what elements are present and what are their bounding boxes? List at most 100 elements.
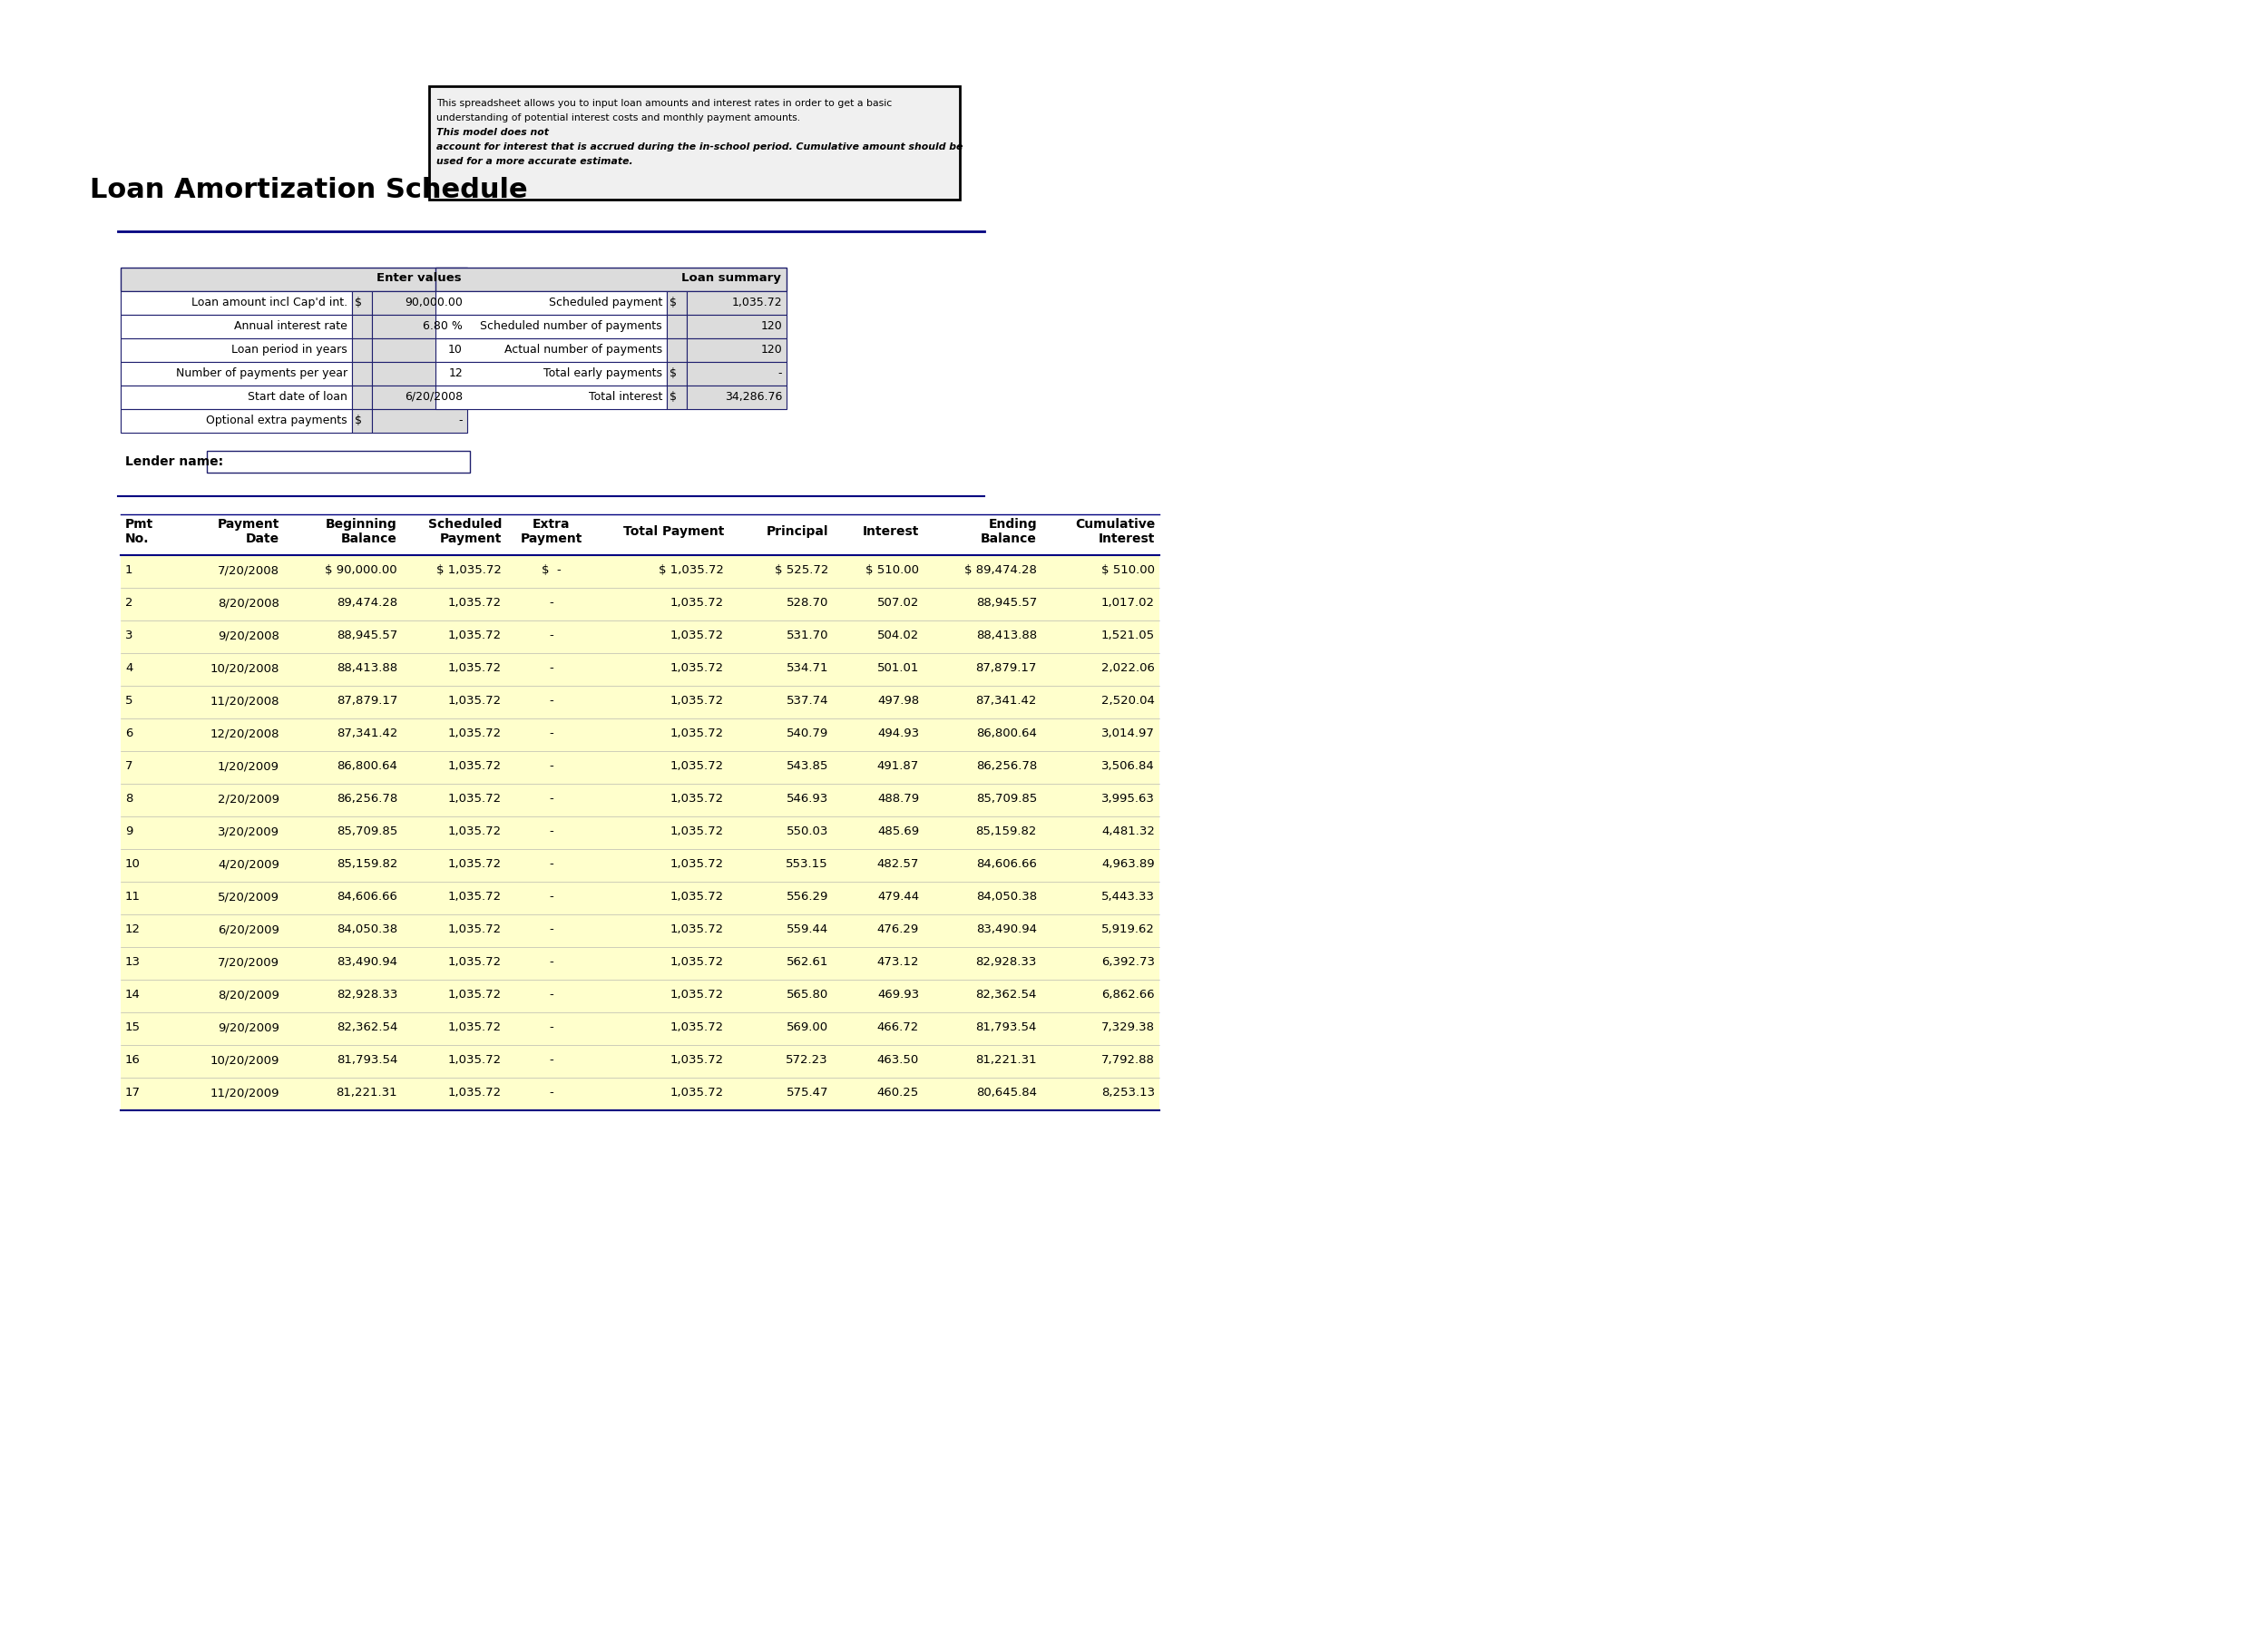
Text: -: - [549,1086,553,1099]
Text: 16: 16 [125,1054,141,1067]
Text: 1,035.72: 1,035.72 [449,956,501,967]
Text: 6/20/2008: 6/20/2008 [404,391,463,403]
Text: 3,995.63: 3,995.63 [1102,793,1154,804]
Text: 34,286.76: 34,286.76 [723,391,782,403]
Text: 11: 11 [125,891,141,902]
Text: 5,919.62: 5,919.62 [1102,923,1154,935]
Text: -: - [549,630,553,641]
Text: 4: 4 [125,662,134,674]
Text: 553.15: 553.15 [787,858,828,869]
Text: Ending: Ending [989,519,1036,530]
Text: 1,035.72: 1,035.72 [671,858,723,869]
Text: 1,035.72: 1,035.72 [671,630,723,641]
Bar [120,980,1159,1013]
Text: Scheduled payment: Scheduled payment [549,297,662,308]
Text: 84,606.66: 84,606.66 [336,891,397,902]
Text: 1,035.72: 1,035.72 [671,793,723,804]
Text: 6/20/2009: 6/20/2009 [218,923,279,935]
Text: 556.29: 556.29 [787,891,828,902]
Text: No.: No. [125,532,150,545]
Text: 1,017.02: 1,017.02 [1102,597,1154,608]
Text: 9: 9 [125,825,134,837]
Text: -: - [549,956,553,967]
Text: 2,022.06: 2,022.06 [1102,662,1154,674]
Text: 1,035.72: 1,035.72 [733,297,782,308]
Text: -: - [778,367,782,378]
Text: 88,413.88: 88,413.88 [975,630,1036,641]
Text: 5/20/2009: 5/20/2009 [218,891,279,902]
Text: Scheduled: Scheduled [429,519,501,530]
Text: 6.80 %: 6.80 % [422,320,463,333]
Text: 13: 13 [125,956,141,967]
Text: -: - [549,1021,553,1032]
Text: 82,362.54: 82,362.54 [975,988,1036,1000]
Text: 87,341.42: 87,341.42 [975,695,1036,706]
Text: 1,035.72: 1,035.72 [449,793,501,804]
Text: 11/20/2009: 11/20/2009 [211,1086,279,1099]
Text: Principal: Principal [767,525,828,538]
Text: -: - [549,923,553,935]
Text: 463.50: 463.50 [878,1054,919,1067]
Text: 10: 10 [125,858,141,869]
Text: 1,035.72: 1,035.72 [449,727,501,739]
Text: 10/20/2008: 10/20/2008 [211,662,279,674]
Text: 7,329.38: 7,329.38 [1102,1021,1154,1032]
Bar [435,338,667,362]
Bar [687,315,787,338]
Text: 9/20/2009: 9/20/2009 [218,1021,279,1032]
Text: $ 1,035.72: $ 1,035.72 [658,564,723,576]
Text: 4,963.89: 4,963.89 [1102,858,1154,869]
Text: 6,862.66: 6,862.66 [1102,988,1154,1000]
Text: 86,800.64: 86,800.64 [975,727,1036,739]
Text: 546.93: 546.93 [787,793,828,804]
Bar [687,292,787,315]
Text: 86,256.78: 86,256.78 [336,793,397,804]
Text: 84,050.38: 84,050.38 [975,891,1036,902]
Text: Payment: Payment [440,532,501,545]
Text: 1,035.72: 1,035.72 [449,1021,501,1032]
Text: -: - [549,793,553,804]
Text: 3,014.97: 3,014.97 [1102,727,1154,739]
Text: 466.72: 466.72 [878,1021,919,1032]
Text: 10/20/2009: 10/20/2009 [211,1054,279,1067]
Text: Annual interest rate: Annual interest rate [234,320,347,333]
Text: 534.71: 534.71 [787,662,828,674]
Text: Number of payments per year: Number of payments per year [177,367,347,378]
Text: Total Payment: Total Payment [624,525,723,538]
Text: 569.00: 569.00 [787,1021,828,1032]
Text: 82,362.54: 82,362.54 [336,1021,397,1032]
Bar [687,338,787,362]
Bar [120,555,1159,587]
Text: 485.69: 485.69 [878,825,919,837]
Text: 5: 5 [125,695,134,706]
Text: -: - [549,597,553,608]
Text: 85,709.85: 85,709.85 [975,793,1036,804]
Text: 8/20/2009: 8/20/2009 [218,988,279,1000]
Bar [435,385,667,409]
Bar [120,1045,1159,1078]
Text: 81,221.31: 81,221.31 [336,1086,397,1099]
Text: 1,035.72: 1,035.72 [449,760,501,771]
Text: 1,035.72: 1,035.72 [449,891,501,902]
Text: 1,035.72: 1,035.72 [671,923,723,935]
Text: 1,035.72: 1,035.72 [671,727,723,739]
Text: account for interest that is accrued during the in-school period. Cumulative amo: account for interest that is accrued dur… [435,142,964,152]
Text: Start date of loan: Start date of loan [247,391,347,403]
Text: Date: Date [245,532,279,545]
Text: 1,035.72: 1,035.72 [449,1054,501,1067]
Text: 5,443.33: 5,443.33 [1102,891,1154,902]
Text: -: - [549,760,553,771]
Text: 88,945.57: 88,945.57 [336,630,397,641]
Text: 10: 10 [449,344,463,356]
Text: 7/20/2009: 7/20/2009 [218,956,279,967]
Text: 120: 120 [760,320,782,333]
Text: 82,928.33: 82,928.33 [975,956,1036,967]
Text: 88,945.57: 88,945.57 [975,597,1036,608]
Bar [372,338,467,362]
Text: 494.93: 494.93 [878,727,919,739]
Text: Loan summary: Loan summary [680,272,780,284]
Bar [120,915,1159,948]
Text: 1,035.72: 1,035.72 [671,891,723,902]
Text: Optional extra payments: Optional extra payments [206,414,347,426]
Text: 12: 12 [449,367,463,378]
